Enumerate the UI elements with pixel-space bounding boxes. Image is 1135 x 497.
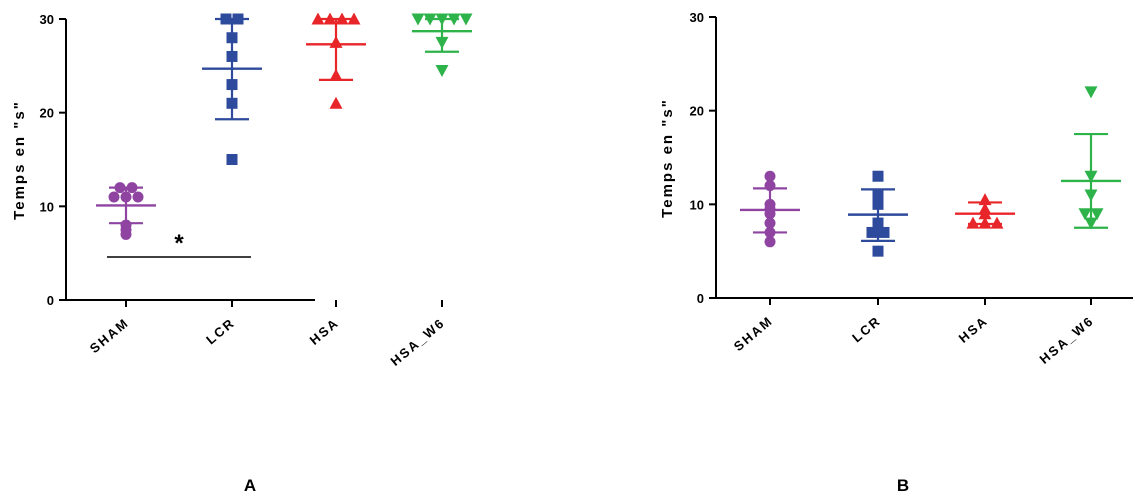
x-tick-label: HSA_W6: [388, 315, 448, 369]
x-tick-label: LCR: [203, 315, 238, 348]
data-point: [1078, 208, 1092, 221]
data-point: [347, 12, 361, 25]
panel-a-label: A: [244, 476, 256, 495]
data-point: [435, 65, 449, 78]
panel-a-data: [96, 12, 473, 240]
data-point: [1090, 208, 1104, 221]
group-lcr: [202, 13, 262, 165]
data-point: [872, 245, 884, 257]
panel-a-x-axis: SHAM LCR HSA HSA_W6: [66, 299, 448, 369]
panel-a-y-axis: 0 10 20 30: [40, 12, 67, 308]
group-sham: [96, 182, 156, 240]
group-hsa: [955, 193, 1015, 229]
panel-b-data: [740, 86, 1121, 257]
data-point: [459, 13, 473, 26]
group-hsa-w6: [411, 13, 473, 78]
panel-b-chart: 0 10 20 30 SHAM LCR HSA HSA_W6 Temps en "s" B: [659, 10, 1133, 495]
data-point: [966, 216, 980, 229]
y-tick-label: 30: [690, 10, 704, 25]
panel-a-significance-star: *: [174, 230, 184, 257]
y-tick-label: 20: [690, 104, 704, 119]
data-point: [764, 236, 776, 248]
y-tick-label: 0: [47, 293, 54, 308]
data-point: [764, 170, 776, 182]
x-tick-label: SHAM: [87, 315, 132, 356]
x-tick-label: LCR: [849, 313, 884, 346]
data-point: [866, 226, 878, 238]
x-tick-label: SHAM: [731, 313, 776, 354]
data-point: [108, 191, 120, 203]
data-point: [1084, 86, 1098, 99]
group-lcr: [848, 170, 908, 257]
panel-b-x-axis: SHAM LCR HSA HSA_W6: [716, 297, 1133, 367]
data-point: [990, 216, 1004, 229]
group-hsa-w6: [1061, 86, 1121, 230]
data-point: [311, 12, 325, 25]
group-sham: [740, 170, 800, 248]
x-tick-label: HSA: [307, 315, 342, 348]
data-point: [132, 191, 144, 203]
y-tick-label: 10: [690, 197, 704, 212]
y-tick-label: 20: [40, 106, 54, 121]
panel-b-label: B: [897, 476, 909, 495]
data-point: [226, 154, 238, 165]
data-point: [120, 228, 132, 240]
y-tick-label: 30: [40, 12, 54, 27]
group-hsa: [306, 12, 366, 109]
data-point: [411, 13, 425, 26]
panel-b-y-axis: 0 10 20 30: [690, 10, 717, 306]
data-point: [878, 226, 890, 238]
data-point: [872, 170, 884, 182]
y-tick-label: 10: [40, 199, 54, 214]
panel-a-y-axis-label: Temps en "s": [11, 100, 28, 220]
y-tick-label: 0: [697, 291, 704, 306]
x-tick-label: HSA_W6: [1037, 313, 1097, 367]
panel-b-y-axis-label: Temps en "s": [659, 98, 676, 218]
data-point: [329, 96, 343, 109]
x-tick-label: HSA: [956, 313, 991, 346]
